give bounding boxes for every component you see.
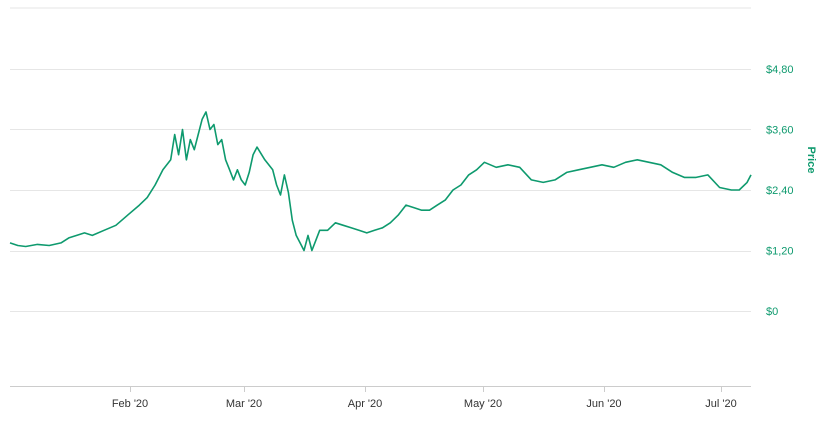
y-axis-title: Price — [805, 147, 817, 174]
y-tick-label-1: $1,20 — [766, 246, 794, 258]
y-tick-label-0: $0 — [766, 306, 778, 318]
x-tick-label-0: Feb '20 — [112, 398, 148, 410]
x-tick-label-4: Jun '20 — [586, 398, 621, 410]
x-tick-label-3: May '20 — [464, 398, 502, 410]
y-tick-label-3: $3,60 — [766, 125, 794, 137]
y-tick-label-4: $4,80 — [766, 64, 794, 76]
y-tick-label-2: $2,40 — [766, 185, 794, 197]
x-tick-label-5: Jul '20 — [705, 398, 736, 410]
x-axis-ticks: Feb '20 Mar '20 Apr '20 May '20 Jun '20 Jul '… — [112, 398, 737, 410]
y-axis-ticks: $0 $1,20 $2,40 $3,60 $4,80 — [766, 64, 794, 318]
price-line — [9, 111, 752, 252]
x-axis — [10, 386, 751, 392]
grid-lines — [10, 7, 751, 312]
x-tick-label-1: Mar '20 — [226, 398, 262, 410]
x-tick-label-2: Apr '20 — [348, 398, 383, 410]
